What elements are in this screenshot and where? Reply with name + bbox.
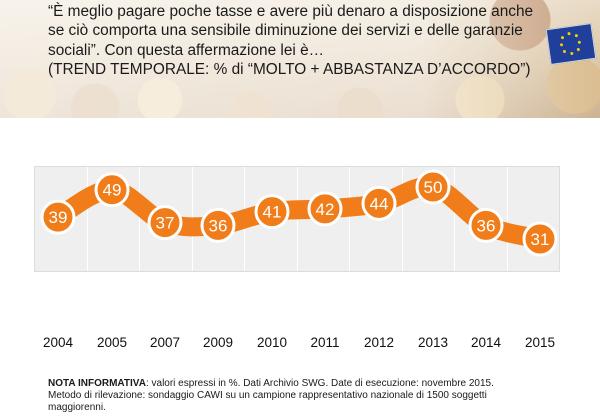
info-note: NOTA INFORMATIVA: valori espressi in %. …: [48, 378, 568, 414]
series-line: [48, 177, 550, 249]
question-line-3: sociali”. Con questa affermazione lei è…: [48, 41, 325, 59]
question-line-1: “È meglio pagare poche tasse e avere più…: [48, 3, 534, 20]
x-tick-label-2009: 2009: [202, 335, 234, 350]
survey-question: “È meglio pagare poche tasse e avere più…: [48, 2, 568, 80]
gridline: [454, 167, 455, 271]
x-tick-label-2004: 2004: [42, 335, 74, 350]
gridline: [507, 167, 508, 271]
data-point-2014: [468, 207, 504, 243]
data-label-2007: 37: [156, 214, 175, 233]
data-point-2007: [147, 205, 183, 241]
header-overlay: [0, 0, 600, 118]
x-tick-label-2015: 2015: [524, 335, 556, 350]
gridline: [349, 167, 350, 271]
note-line-2: Metodo di rilevazione: sondaggio CAWI su…: [48, 390, 487, 401]
x-tick-label-2014: 2014: [470, 335, 502, 350]
x-tick-label-2013: 2013: [417, 335, 449, 350]
data-point-2015: [522, 221, 558, 257]
data-point-2011: [307, 191, 343, 227]
data-point-2012: [361, 185, 397, 221]
gridline: [87, 167, 88, 271]
note-label: NOTA INFORMATIVA: [48, 378, 146, 389]
x-tick-label-2012: 2012: [363, 335, 395, 350]
data-point-2004: [40, 199, 76, 235]
note-line-3: maggiorenni.: [48, 402, 106, 413]
data-label-2015: 31: [531, 230, 550, 249]
data-point-2013: [415, 169, 451, 205]
data-label-2014: 36: [477, 216, 496, 235]
gridline: [139, 167, 140, 271]
data-label-2011: 42: [316, 200, 335, 219]
data-label-2004: 39: [49, 208, 68, 227]
data-label-2010: 41: [263, 203, 282, 222]
x-tick-label-2007: 2007: [149, 335, 181, 350]
note-line-1: NOTA INFORMATIVA: valori espressi in %. …: [48, 378, 568, 390]
data-label-2009: 36: [209, 216, 228, 235]
question-line-4: (TREND TEMPORALE: % di “MOLTO + ABBASTAN…: [48, 61, 531, 79]
note-line-1-text: : valori espressi in %. Dati Archivio SW…: [145, 378, 494, 389]
gridline: [402, 167, 403, 271]
data-label-2013: 50: [424, 178, 443, 197]
data-point-2010: [254, 194, 290, 230]
data-label-2012: 44: [370, 194, 389, 213]
data-point-2005: [94, 172, 130, 208]
data-label-2005: 49: [103, 181, 122, 200]
x-tick-label-2011: 2011: [310, 335, 340, 350]
x-tick-label-2005: 2005: [96, 335, 128, 350]
x-tick-label-2010: 2010: [256, 335, 288, 350]
question-line-2: se ciò comporta una sensibile diminuzion…: [48, 22, 523, 40]
data-point-2009: [200, 207, 236, 243]
